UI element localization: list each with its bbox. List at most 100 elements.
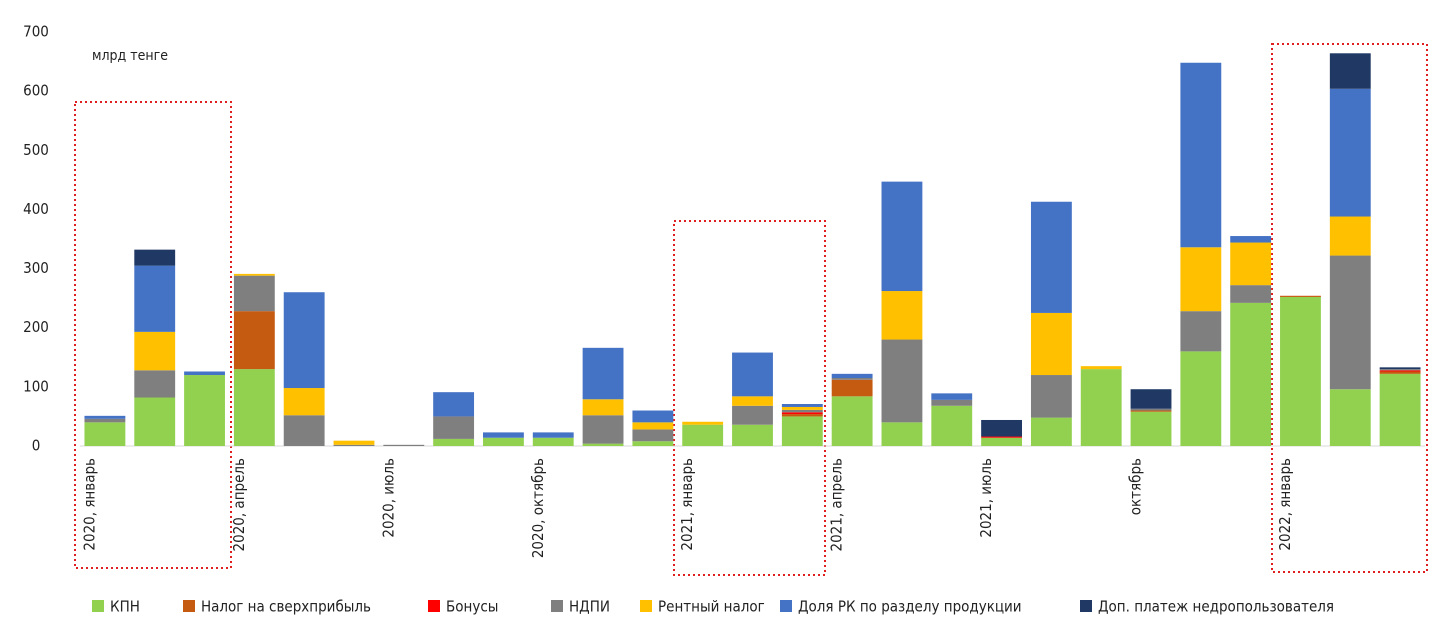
bar-segment (1180, 311, 1222, 352)
unit-label: млрд тенге (92, 48, 168, 64)
bar-segment (383, 444, 425, 446)
legend-swatch (92, 600, 104, 612)
bar-segment (732, 352, 773, 397)
x-tick-label: 2020, октябрь (529, 458, 547, 558)
bar-segment (831, 396, 873, 446)
bar-segment (1030, 201, 1072, 313)
bar-segment (333, 440, 375, 445)
y-tick-label: 0 (32, 437, 41, 455)
bar-segment (1130, 411, 1172, 446)
bar-segment (632, 422, 674, 430)
highlight-box (1271, 43, 1428, 573)
bar-segment (732, 424, 773, 446)
bar-segment (1030, 417, 1072, 446)
bar-segment (582, 443, 624, 446)
bar-segment (283, 388, 325, 416)
bar-segment (1230, 236, 1272, 243)
highlight-box (673, 220, 826, 576)
bar-segment (881, 181, 923, 292)
bar-segment (781, 406, 823, 410)
bar-segment (1180, 247, 1222, 312)
bar-segment (1329, 255, 1371, 390)
bar-segment (1379, 370, 1421, 372)
bar-segment (831, 377, 873, 380)
bar-segment (532, 432, 574, 438)
legend-label: Доп. платеж недропользователя (1098, 598, 1334, 616)
y-tick-label: 600 (23, 82, 49, 100)
bar-segment (881, 339, 923, 423)
x-tick-label: 2021, июль (977, 458, 995, 538)
legend-swatch (780, 600, 792, 612)
bar-segment (632, 441, 674, 446)
bar-segment (532, 437, 574, 446)
bar-segment (831, 373, 873, 378)
y-tick-label: 700 (23, 23, 49, 41)
bar-segment (483, 437, 524, 446)
bar-segment (283, 292, 325, 389)
bar-segment (781, 404, 823, 407)
bar-segment (582, 399, 624, 416)
bar-segment (184, 375, 225, 446)
x-tick-label: октябрь (1127, 458, 1145, 515)
bar-segment (582, 347, 624, 400)
legend-swatch (183, 600, 195, 612)
bar-segment (1280, 296, 1321, 446)
legend-label: Рентный налог (658, 598, 765, 616)
bar-segment (84, 415, 126, 419)
legend-swatch (551, 600, 563, 612)
bar-segment (84, 422, 126, 446)
bar-segment (134, 249, 176, 266)
bar-segment (1180, 351, 1222, 446)
bar-segment (1080, 366, 1122, 370)
bar-segment (632, 429, 674, 442)
y-tick-label: 400 (23, 200, 49, 218)
bar-segment (134, 370, 176, 398)
x-tick-label: 2021, апрель (828, 458, 846, 552)
bar-segment (931, 393, 973, 400)
bar-segment (1379, 367, 1421, 370)
bar-segment (781, 414, 823, 417)
bar-segment (333, 444, 375, 446)
bar-segment (433, 438, 475, 446)
y-tick-label: 200 (23, 318, 49, 336)
bar-segment (134, 397, 176, 446)
bar-segment (881, 291, 923, 340)
bar-segment (831, 379, 873, 397)
bar-segment (84, 418, 126, 423)
bar-segment (1329, 53, 1371, 89)
x-tick-label: 2020, апрель (230, 458, 248, 552)
x-tick-label: 2020, январь (80, 458, 98, 551)
bar-segment (981, 437, 1022, 446)
bar-segment (682, 421, 724, 425)
bar-segment (1329, 88, 1371, 217)
bar-segment (1130, 408, 1172, 411)
legend-swatch (1080, 600, 1092, 612)
y-tick-label: 300 (23, 259, 49, 277)
y-tick-label: 100 (23, 377, 49, 395)
bar-segment (134, 331, 176, 371)
bar-segment (1230, 302, 1272, 446)
bar-segment (732, 405, 773, 425)
bar-segment (1180, 62, 1222, 248)
legend-label: КПН (110, 598, 140, 616)
bar-segment (1030, 312, 1072, 376)
bar-segment (781, 412, 823, 415)
bar-segment (1030, 375, 1072, 418)
bar-segment (283, 415, 325, 446)
bar-segment (483, 432, 524, 438)
bar-segment (233, 273, 275, 276)
bar-segment (1130, 410, 1172, 412)
bar-segment (1329, 389, 1371, 446)
bar-segment (1280, 295, 1321, 297)
bar-segment (433, 416, 475, 439)
legend-label: Бонусы (446, 598, 498, 616)
bar-segment (233, 311, 275, 370)
bar-segment (233, 275, 275, 312)
bar-segment (981, 419, 1022, 437)
y-tick-label: 500 (23, 141, 49, 159)
bar-segment (1230, 285, 1272, 303)
x-tick-label: 2022, январь (1276, 458, 1294, 551)
x-tick-label: 2020, июль (379, 458, 397, 538)
bar-segment (1130, 389, 1172, 409)
